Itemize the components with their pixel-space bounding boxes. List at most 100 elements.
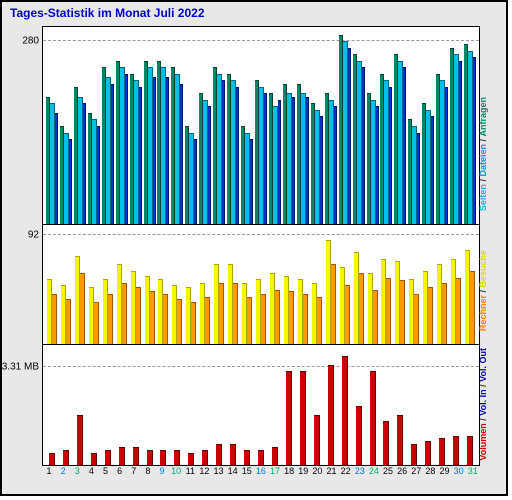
day-group (282, 345, 296, 465)
day-group (157, 27, 171, 224)
bars-bot (43, 345, 479, 465)
day-group (198, 225, 212, 344)
bar-seiten (362, 67, 365, 224)
day-group (115, 27, 129, 224)
bar-rechner (303, 294, 308, 344)
bar-rechner (359, 273, 364, 344)
day-group (352, 27, 366, 224)
day-group (435, 27, 449, 224)
bar-volumen (91, 453, 97, 465)
legend-mid: Rechner / Besuche (478, 250, 488, 331)
bar-volumen (258, 450, 264, 465)
bar-rechner (442, 283, 447, 344)
bar-rechner (317, 297, 322, 344)
bar-volumen (342, 356, 348, 465)
day-group (226, 27, 240, 224)
day-group (115, 225, 129, 344)
bar-rechner (470, 271, 475, 344)
day-group (366, 225, 380, 344)
bar-seiten (111, 84, 114, 224)
day-group (366, 27, 380, 224)
day-group (380, 27, 394, 224)
x-tick: 1 (42, 466, 56, 482)
bar-rechner (205, 297, 210, 344)
day-group (352, 225, 366, 344)
bar-seiten (376, 106, 379, 224)
bar-volumen (328, 365, 334, 465)
day-group (463, 345, 477, 465)
day-group (87, 225, 101, 344)
bar-seiten (153, 77, 156, 224)
bar-seiten (306, 97, 309, 224)
day-group (240, 225, 254, 344)
bar-volumen (356, 406, 362, 465)
bar-seiten (389, 87, 392, 224)
legend-item: Anfragen (478, 97, 488, 137)
x-tick: 27 (409, 466, 423, 482)
x-tick: 23 (353, 466, 367, 482)
panel-besuche: 92 (43, 225, 479, 345)
bar-rechner (136, 287, 141, 344)
bar-volumen (174, 450, 180, 465)
bar-rechner (233, 283, 238, 344)
bar-seiten (97, 126, 100, 224)
bar-seiten (180, 84, 183, 224)
x-tick: 30 (452, 466, 466, 482)
bar-volumen (286, 371, 292, 465)
day-group (407, 27, 421, 224)
day-group (73, 27, 87, 224)
bar-seiten (194, 139, 197, 224)
day-group (393, 345, 407, 465)
day-group (45, 225, 59, 344)
day-group (170, 345, 184, 465)
day-group (449, 225, 463, 344)
day-group (380, 345, 394, 465)
bar-seiten (334, 106, 337, 224)
ylabel-mid: 92 (28, 230, 43, 241)
day-group (310, 225, 324, 344)
bar-rechner (331, 264, 336, 344)
day-group (268, 225, 282, 344)
legend-item: Volumen (478, 424, 488, 461)
chart-title: Tages-Statistik im Monat Juli 2022 (10, 6, 205, 20)
bar-seiten (264, 93, 267, 224)
day-group (240, 345, 254, 465)
bar-rechner (456, 278, 461, 344)
day-group (212, 225, 226, 344)
ylabel-top: 280 (22, 36, 43, 47)
day-group (296, 27, 310, 224)
day-group (393, 27, 407, 224)
day-group (324, 27, 338, 224)
day-group (421, 345, 435, 465)
x-axis: 1234567891011121314151617181920212223242… (42, 466, 480, 482)
bar-volumen (63, 450, 69, 465)
day-group (59, 225, 73, 344)
bar-rechner (386, 278, 391, 344)
x-tick: 10 (169, 466, 183, 482)
x-tick: 15 (240, 466, 254, 482)
bar-volumen (77, 415, 83, 465)
bar-seiten (403, 67, 406, 224)
day-group (101, 27, 115, 224)
bar-volumen (300, 371, 306, 465)
day-group (310, 345, 324, 465)
x-tick: 18 (282, 466, 296, 482)
day-group (338, 345, 352, 465)
bar-volumen (383, 421, 389, 465)
x-tick: 21 (325, 466, 339, 482)
bar-seiten (125, 74, 128, 224)
x-tick: 9 (155, 466, 169, 482)
x-tick: 22 (339, 466, 353, 482)
bar-seiten (139, 87, 142, 224)
x-tick: 28 (423, 466, 437, 482)
day-group (226, 225, 240, 344)
x-tick: 7 (127, 466, 141, 482)
bar-rechner (94, 302, 99, 344)
x-tick: 4 (84, 466, 98, 482)
bar-rechner (108, 294, 113, 344)
bar-seiten (208, 106, 211, 224)
day-group (87, 345, 101, 465)
bar-rechner (177, 299, 182, 344)
legend-sep: / (478, 136, 488, 144)
day-group (254, 345, 268, 465)
